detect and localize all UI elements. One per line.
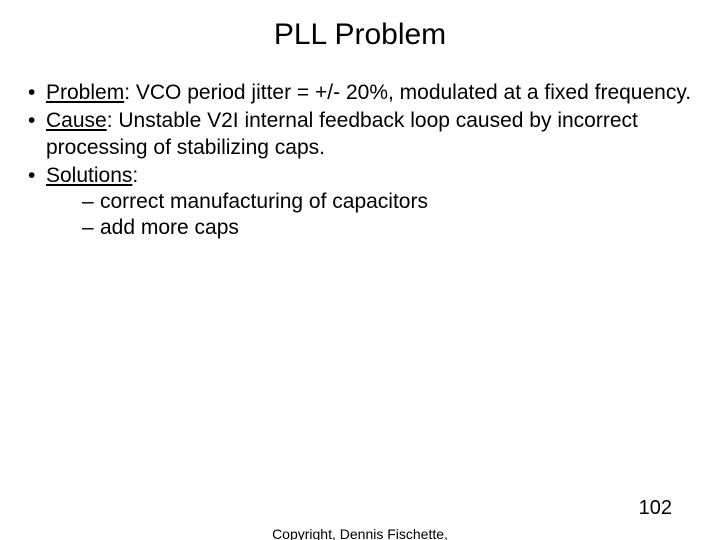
bullet-text: : Unstable V2I internal feedback loop ca…: [46, 109, 638, 158]
bullet-item: Problem: VCO period jitter = +/- 20%, mo…: [28, 80, 692, 106]
page-number: 102: [639, 497, 672, 520]
slide: PLL Problem Problem: VCO period jitter =…: [0, 0, 720, 540]
slide-body: Problem: VCO period jitter = +/- 20%, mo…: [0, 52, 720, 242]
bullet-list: Problem: VCO period jitter = +/- 20%, mo…: [28, 80, 692, 242]
bullet-item: Solutions: correct manufacturing of capa…: [28, 163, 692, 242]
bullet-label: Solutions: [46, 164, 132, 187]
bullet-text: :: [132, 164, 138, 187]
sub-bullet-item: correct manufacturing of capacitors: [82, 189, 692, 215]
slide-title: PLL Problem: [0, 0, 720, 52]
bullet-item: Cause: Unstable V2I internal feedback lo…: [28, 108, 692, 161]
sub-bullet-list: correct manufacturing of capacitors add …: [46, 189, 692, 242]
bullet-label: Problem: [46, 81, 124, 104]
bullet-text: : VCO period jitter = +/- 20%, modulated…: [124, 81, 691, 104]
sub-bullet-item: add more caps: [82, 215, 692, 241]
copyright-text: Copyright, Dennis Fischette, 2004: [0, 526, 720, 540]
bullet-label: Cause: [46, 109, 107, 132]
copyright-line1: Copyright, Dennis Fischette,: [272, 526, 448, 540]
